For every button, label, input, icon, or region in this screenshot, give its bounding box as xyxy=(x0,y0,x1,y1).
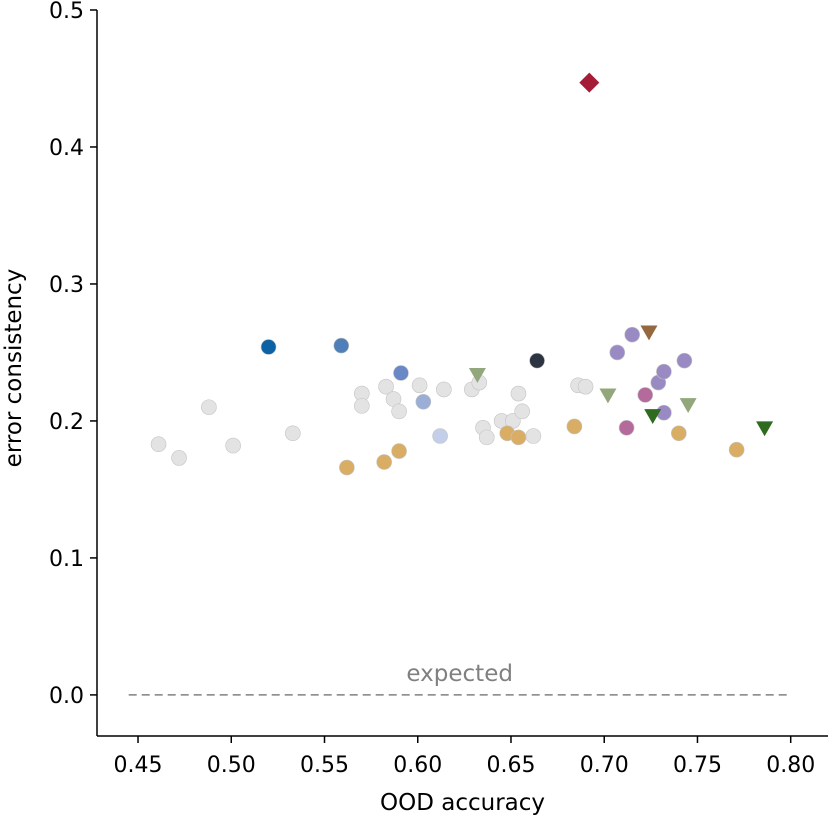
data-point xyxy=(225,437,241,454)
data-point xyxy=(656,363,672,380)
y-tick-label: 0.3 xyxy=(49,273,84,298)
y-tick-label: 0.0 xyxy=(49,684,84,709)
data-point xyxy=(478,429,495,446)
x-tick-label: 0.75 xyxy=(673,753,722,778)
data-point xyxy=(376,454,392,470)
y-tick-label: 0.1 xyxy=(49,547,84,572)
data-point xyxy=(411,377,428,394)
data-point xyxy=(391,403,407,420)
data-point xyxy=(378,378,394,395)
data-point xyxy=(525,428,542,444)
x-tick-label: 0.45 xyxy=(114,753,163,778)
y-axis-label: error consistency xyxy=(1,269,27,468)
x-tick-label: 0.50 xyxy=(207,753,256,778)
data-point-diamond xyxy=(579,72,600,93)
data-point xyxy=(618,419,635,436)
data-point xyxy=(150,436,167,453)
data-point xyxy=(260,339,277,355)
data-point xyxy=(171,450,187,466)
data-point xyxy=(728,441,745,458)
data-point xyxy=(333,337,350,354)
x-tick-label: 0.65 xyxy=(486,753,535,778)
data-point xyxy=(676,352,693,369)
y-tick-label: 0.5 xyxy=(49,0,84,24)
data-point xyxy=(436,381,452,398)
data-point xyxy=(393,365,409,381)
data-point xyxy=(577,378,594,395)
x-tick-label: 0.70 xyxy=(580,753,629,778)
y-axis-ticks: 0.0 0.1 0.2 0.3 0.4 0.5 xyxy=(49,0,97,709)
data-point-triangle xyxy=(756,421,774,437)
data-point xyxy=(285,425,301,442)
data-point xyxy=(354,398,370,414)
data-point xyxy=(514,403,530,420)
data-point-triangle xyxy=(468,367,486,383)
expected-reference-layer: expected xyxy=(128,661,791,696)
data-point-triangle xyxy=(599,388,617,404)
data-points-layer xyxy=(150,72,774,476)
data-point xyxy=(510,385,527,402)
x-axis-ticks: 0.45 0.50 0.55 0.60 0.65 0.70 0.75 0.80 xyxy=(114,736,815,778)
data-point xyxy=(637,387,654,403)
data-point xyxy=(339,459,355,476)
expected-label: expected xyxy=(406,661,513,687)
data-point xyxy=(510,429,527,446)
data-point-triangle xyxy=(640,325,658,341)
x-tick-label: 0.60 xyxy=(393,753,442,778)
y-tick-label: 0.2 xyxy=(49,410,84,435)
data-point xyxy=(201,399,217,416)
x-axis-label: OOD accuracy xyxy=(380,790,545,816)
data-point xyxy=(609,344,626,361)
data-point xyxy=(671,425,687,442)
data-point xyxy=(391,443,407,459)
data-point xyxy=(529,352,545,369)
data-point xyxy=(566,418,583,435)
x-tick-label: 0.55 xyxy=(300,753,349,778)
data-point-triangle xyxy=(679,398,697,414)
data-point xyxy=(624,326,640,343)
x-tick-label: 0.80 xyxy=(766,753,815,778)
data-point xyxy=(415,393,432,410)
data-point-triangle xyxy=(644,409,662,424)
data-point xyxy=(432,428,448,444)
y-tick-label: 0.4 xyxy=(49,136,84,161)
